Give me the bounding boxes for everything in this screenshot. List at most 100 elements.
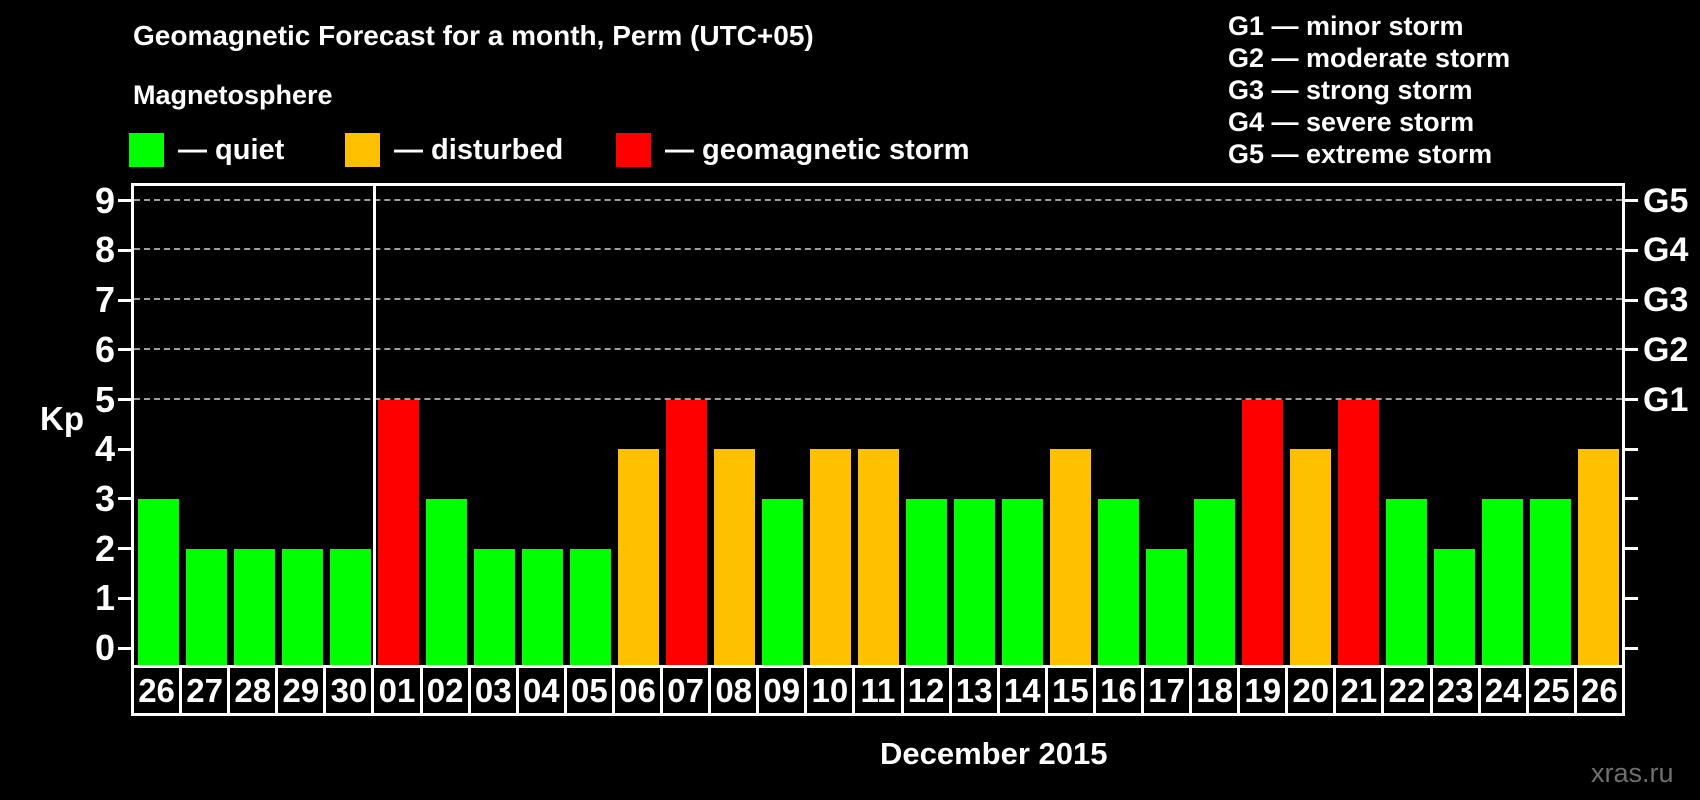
- day-label-dec-11: 11: [855, 668, 904, 713]
- day-label-dec-24: 24: [1481, 668, 1529, 713]
- day-label-dec-17: 17: [1144, 668, 1193, 713]
- bar-day-15: [1049, 449, 1091, 665]
- legend-item-storm: — geomagnetic storm: [616, 133, 970, 167]
- day-label-dec-26: 26: [1581, 671, 1618, 709]
- y-axis-label-5: 5: [94, 378, 115, 420]
- day-label-dec-14: 14: [1000, 668, 1048, 713]
- y-axis-label-9: 9: [94, 179, 115, 221]
- day-label-dec-04: 04: [519, 668, 567, 713]
- gridline-kp-6: [134, 347, 1622, 350]
- right-axis-label-G4: G4: [1643, 231, 1689, 270]
- legend-item-quiet: — quiet: [129, 133, 284, 167]
- watermark: xras.ru: [1591, 758, 1674, 788]
- day-label-dec-09: 09: [759, 668, 808, 713]
- day-label-nov-27: 27: [182, 668, 231, 713]
- bar-day-10: [809, 449, 851, 665]
- y-axis-tick-right-4: [1625, 447, 1638, 451]
- right-axis-label-G3: G3: [1643, 281, 1689, 320]
- legend-swatch-storm: [616, 133, 651, 167]
- g-legend-line-1: G1 — minor storm: [1228, 11, 1464, 41]
- y-axis-label-1: 1: [94, 577, 115, 619]
- bar-day-30: [329, 548, 371, 665]
- g-legend-line-5: G5 — extreme storm: [1228, 139, 1493, 169]
- y-axis-tick-left-2: [118, 547, 131, 551]
- y-axis-title: Kp: [40, 400, 84, 437]
- day-label-dec-19: 19: [1240, 668, 1289, 713]
- day-label-dec-15: 15: [1048, 668, 1096, 713]
- y-axis-tick-left-3: [118, 497, 131, 501]
- day-label-dec-16: 16: [1096, 668, 1144, 713]
- day-label-dec-10: 10: [807, 668, 856, 713]
- y-axis-tick-right-8: [1625, 248, 1638, 252]
- y-axis-tick-left-1: [118, 596, 131, 600]
- y-axis-tick-left-0: [118, 646, 131, 650]
- bar-day-22: [1385, 498, 1427, 665]
- day-label-dec-18: 18: [1192, 668, 1241, 713]
- bar-day-01: [377, 399, 419, 665]
- y-axis-label-4: 4: [94, 428, 115, 470]
- y-axis-label-7: 7: [94, 279, 115, 321]
- day-label-dec-21: 21: [1336, 668, 1385, 713]
- g-legend-line-4: G4 — severe storm: [1228, 107, 1475, 137]
- y-axis-tick-left-4: [118, 447, 131, 451]
- y-axis-label-0: 0: [94, 627, 115, 668]
- bar-day-08: [713, 449, 755, 665]
- y-axis-label-8: 8: [94, 229, 115, 271]
- right-axis-label-G5: G5: [1643, 181, 1689, 220]
- bar-day-20: [1289, 449, 1331, 665]
- day-label-nov-28: 28: [230, 668, 279, 713]
- gridline-kp-5: [134, 397, 1622, 400]
- bar-day-26: [1577, 449, 1619, 665]
- day-label-dec-06: 06: [615, 668, 664, 713]
- day-label-dec-02: 02: [423, 668, 471, 713]
- legend-swatch-disturbed: [345, 133, 380, 167]
- y-axis-tick-right-7: [1625, 298, 1638, 302]
- bar-day-24: [1481, 498, 1523, 665]
- bar-day-03: [473, 548, 515, 665]
- day-label-dec-22: 22: [1384, 668, 1433, 713]
- legend-label-quiet: — quiet: [178, 133, 285, 166]
- bar-day-21: [1337, 399, 1379, 665]
- day-label-dec-12: 12: [904, 668, 952, 713]
- day-label-nov-26: 26: [134, 668, 183, 713]
- bar-day-19: [1241, 399, 1283, 665]
- bar-day-12: [905, 498, 947, 665]
- y-axis-tick-right-6: [1625, 348, 1638, 352]
- bar-day-29: [281, 548, 323, 665]
- legend-label-storm: — geomagnetic storm: [665, 133, 970, 166]
- plot-area: [131, 183, 1625, 668]
- right-axis-label-G2: G2: [1643, 330, 1689, 369]
- bar-day-07: [665, 399, 707, 665]
- y-axis-tick-left-7: [118, 298, 131, 302]
- bar-day-05: [569, 548, 611, 665]
- y-axis-tick-right-1: [1625, 596, 1638, 600]
- bar-day-18: [1193, 498, 1235, 665]
- g-legend-line-3: G3 — strong storm: [1228, 75, 1473, 105]
- bar-day-02: [425, 498, 467, 665]
- g-legend-line-2: G2 — moderate storm: [1228, 43, 1511, 73]
- legend-swatch-quiet: [129, 133, 164, 167]
- day-label-nov-29: 29: [278, 668, 327, 713]
- month-separator-line: [372, 186, 376, 665]
- chart-title: Geomagnetic Forecast for a month, Perm (…: [133, 20, 814, 51]
- y-axis-tick-left-5: [118, 398, 131, 401]
- bar-day-17: [1145, 548, 1187, 665]
- y-axis-tick-right-0: [1625, 646, 1638, 650]
- legend-label-disturbed: — disturbed: [394, 133, 564, 166]
- y-axis-label-2: 2: [94, 527, 115, 569]
- day-label-dec-05: 05: [567, 668, 615, 713]
- y-axis-tick-left-9: [118, 199, 131, 203]
- gridline-kp-8: [134, 248, 1622, 251]
- x-axis-title: December 2015: [880, 736, 1108, 771]
- right-axis-label-G1: G1: [1643, 380, 1689, 419]
- x-axis-day-labels: 26 27 28 29 30 01 02 03 04 05 06 07 08 09 10 11 12 13 14 15…: [131, 668, 1625, 716]
- bar-day-11: [857, 449, 899, 665]
- y-axis-tick-left-6: [118, 348, 131, 352]
- day-label-dec-03: 03: [471, 668, 519, 713]
- bar-day-06: [617, 449, 659, 665]
- bar-day-09: [761, 498, 803, 665]
- day-label-dec-25: 25: [1529, 668, 1577, 713]
- bar-day-27: [185, 548, 227, 665]
- y-axis-label-6: 6: [94, 328, 115, 370]
